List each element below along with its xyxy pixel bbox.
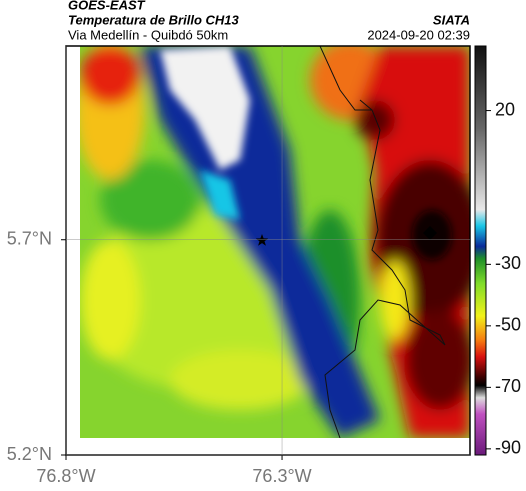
y-tick-label: 5.2°N [7,444,52,464]
subtitle: Temperatura de Brillo CH13 [68,12,240,27]
x-tick-label: 76.8°W [36,466,95,486]
colorbar-label: -50 [495,315,521,335]
colorbar-label: -90 [495,438,521,458]
x-tick-label: 76.3°W [252,466,311,486]
source: SIATA [433,12,470,27]
location: Via Medellín - Quibdó 50km [68,27,228,42]
location-marker [423,226,437,240]
colorbar-label: -70 [495,376,521,396]
title: GOES-EAST [68,0,146,12]
colorbar-label: -30 [495,253,521,273]
y-tick-label: 5.7°N [7,228,52,248]
satellite-image [80,46,470,438]
colorbar-label: 20 [495,99,515,119]
colorbar [474,45,487,456]
timestamp: 2024-09-20 02:39 [367,27,470,42]
